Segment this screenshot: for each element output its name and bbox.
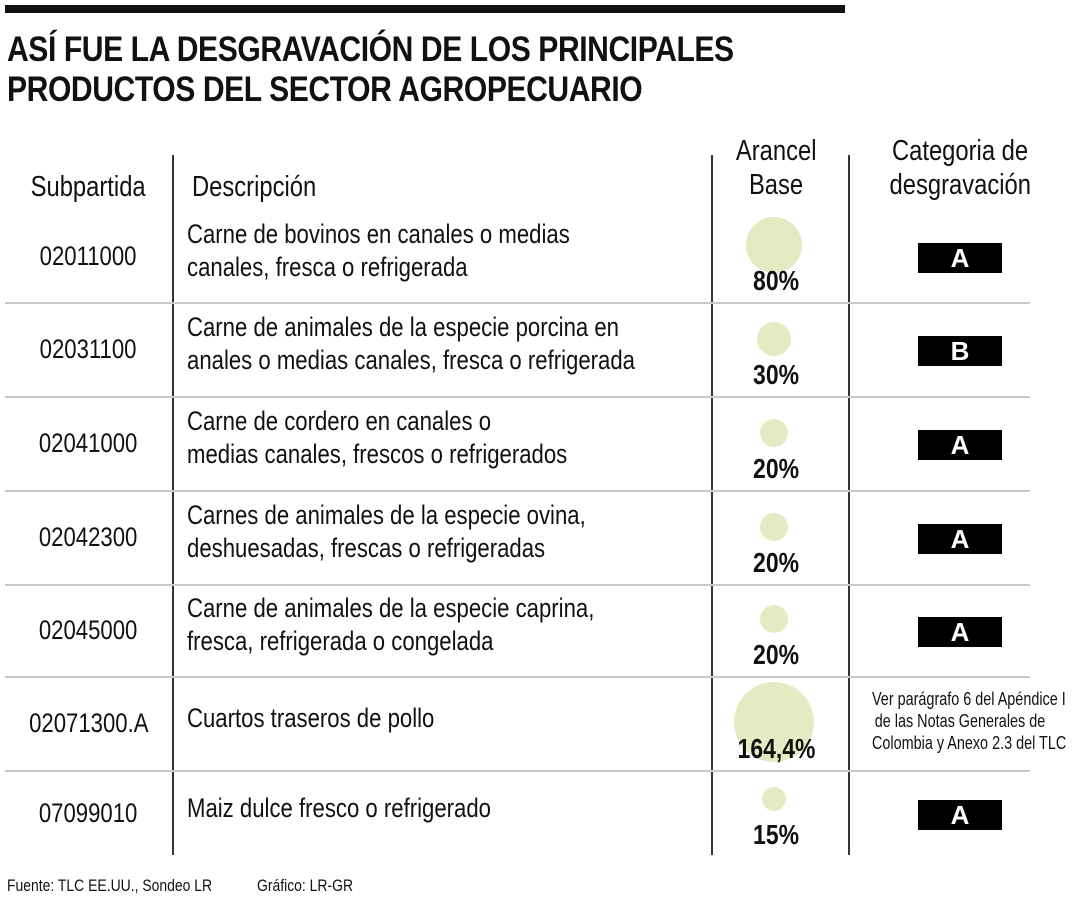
category-badge: A [918,524,1002,554]
header-categoria: Categoria de desgravación [889,135,1031,201]
row-divider [5,584,1030,586]
arancel-value: 15% [753,819,799,850]
arancel-value: 20% [753,453,799,484]
column-divider [711,155,713,855]
footer-source: Fuente: TLC EE.UU., Sondeo LR [7,876,213,895]
description-text: Carne de animales de la especie caprina,… [187,593,595,656]
subpartida-code: 07099010 [39,798,138,828]
category-badge: A [918,242,1002,273]
category-badge: A [918,617,1002,647]
subpartida-code: 02045000 [39,615,138,645]
arancel-value: 80% [753,265,799,296]
chart-title: ASÍ FUE LA DESGRAVACIÓN DE LOS PRINCIPAL… [7,30,734,110]
subpartida-code: 02042300 [39,522,138,552]
header-subpartida: Subpartida [30,171,147,203]
header-descripcion: Descripción [192,171,317,203]
title-line-2: PRODUCTOS DEL SECTOR AGROPECUARIO [7,70,643,109]
description-text: Carnes de animales de la especie ovina, d… [187,500,586,563]
row-divider [5,396,1030,398]
arancel-value: 164,4% [737,733,815,764]
arancel-bubble [761,786,787,812]
subpartida-code: 02011000 [40,240,137,271]
category-badge: A [918,800,1002,830]
description-text: Cuartos traseros de pollo [187,702,435,733]
column-divider [848,155,850,855]
arancel-bubble [733,681,815,763]
description-text: Carne de animales de la especie porcina … [187,312,635,375]
description-text: Maiz dulce fresco o refrigerado [187,792,491,823]
row-divider [5,490,1030,492]
subpartida-code: 02041000 [39,428,138,458]
arancel-bubble [759,604,789,634]
arancel-value: 20% [753,639,799,670]
subpartida-code: 02031100 [40,334,137,364]
top-rule [5,5,845,13]
title-line-1: ASÍ FUE LA DESGRAVACIÓN DE LOS PRINCIPAL… [7,30,734,69]
subpartida-code: 02071300.A [28,708,149,738]
row-divider [5,770,1030,772]
arancel-bubble [745,216,803,274]
arancel-bubble [759,418,789,448]
row-divider [5,676,1030,678]
column-divider [172,155,174,855]
arancel-bubble [756,321,792,357]
description-text: Carne de bovinos en canales o medias cana… [187,218,570,282]
category-badge: B [918,336,1002,366]
arancel-value: 20% [753,547,799,578]
arancel-value: 30% [753,359,799,390]
row-divider [5,302,1030,304]
footer-credit: Gráfico: LR-GR [257,876,354,895]
arancel-bubble [759,512,789,542]
header-arancel: Arancel Base [735,135,817,201]
category-badge: A [918,430,1002,460]
description-text: Carne de cordero en canales o medias cana… [187,406,568,469]
